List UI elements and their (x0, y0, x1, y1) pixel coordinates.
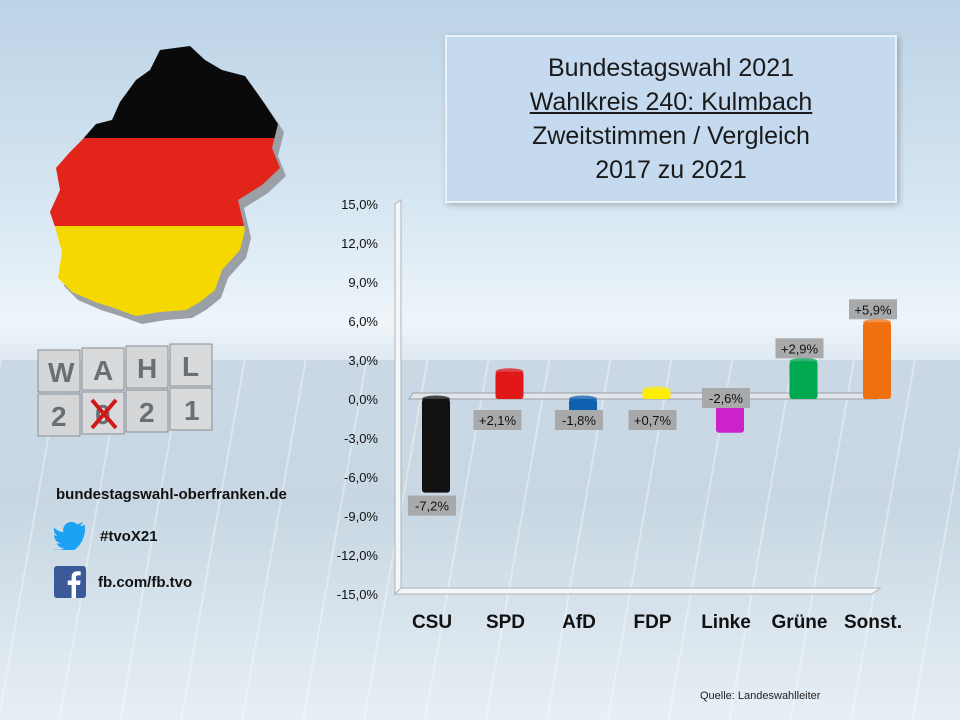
x-category-label: SPD (486, 612, 525, 633)
wahl-letter: H (137, 353, 157, 384)
data-label: +2,1% (479, 413, 517, 428)
bar-cap (495, 368, 524, 376)
twitter-row[interactable]: #tvoX21 (54, 522, 158, 550)
germany-map-icon (50, 46, 286, 324)
facebook-handle: fb.com/fb.tvo (98, 573, 193, 591)
chart-floor (393, 587, 882, 595)
wahl-letter: W (48, 357, 75, 388)
bar-cap (422, 395, 450, 403)
bar-cap (789, 357, 818, 365)
data-label-box (555, 410, 603, 430)
x-category-label: Grüne (772, 612, 828, 633)
data-label-box (473, 410, 522, 430)
data-label-box (628, 410, 677, 430)
wahl-digit: 2 (51, 401, 67, 432)
wahl-letter: A (93, 355, 113, 386)
y-tick-label: 0,0% (348, 392, 378, 407)
y-tick-label: 15,0% (341, 197, 378, 212)
facebook-icon (54, 566, 86, 598)
source-note: Quelle: Landeswahlleiter (700, 690, 821, 702)
bar-cap (569, 395, 597, 403)
x-category-label: Sonst. (844, 612, 902, 633)
wahl-digit: 1 (184, 395, 200, 426)
chart-side-wall (394, 199, 402, 596)
data-label-box (775, 338, 824, 359)
title-box: Bundestagswahl 2021 Wahlkreis 240: Kulmb… (445, 35, 897, 203)
wahl-letter: L (182, 351, 199, 382)
data-label: +0,7% (634, 413, 672, 428)
twitter-icon (54, 522, 86, 550)
data-label: -7,2% (415, 499, 449, 514)
y-tick-label: 12,0% (341, 236, 378, 251)
y-tick-label: -3,0% (344, 431, 378, 446)
bar-cap (642, 386, 671, 394)
twitter-handle: #tvoX21 (100, 527, 158, 545)
y-tick-label: -9,0% (344, 509, 378, 524)
website-link[interactable]: bundestagswahl-oberfranken.de (56, 486, 287, 503)
y-tick-label: 9,0% (348, 275, 378, 290)
x-category-label: FDP (634, 612, 672, 633)
facebook-row[interactable]: fb.com/fb.tvo (54, 566, 192, 598)
title-line: Zweitstimmen / Vergleich (532, 122, 810, 150)
y-tick-label: -12,0% (337, 548, 379, 563)
bar-spd (495, 371, 524, 399)
ballot-cross-icon (90, 398, 118, 430)
x-category-label: AfD (562, 612, 596, 633)
data-label: -1,8% (562, 413, 596, 428)
data-label: +5,9% (854, 302, 892, 317)
title-line: 2017 zu 2021 (595, 156, 747, 184)
data-label: +2,9% (781, 341, 819, 356)
data-label-box (408, 495, 456, 516)
y-tick-label: 3,0% (348, 353, 378, 368)
data-label-box (849, 299, 897, 320)
y-tick-label: -6,0% (344, 470, 378, 485)
data-label-box (702, 388, 750, 408)
bar-csu (422, 399, 450, 493)
title-line: Wahlkreis 240: Kulmbach (529, 88, 813, 116)
data-label: -2,6% (709, 391, 743, 406)
title-line: Bundestagswahl 2021 (547, 54, 795, 82)
wahl-digit: 2 (139, 397, 155, 428)
bar-sonst (863, 322, 891, 399)
y-tick-label: 6,0% (348, 314, 378, 329)
bar-grüne (789, 361, 818, 399)
y-tick-label: -15,0% (337, 587, 379, 602)
x-category-label: CSU (412, 612, 452, 633)
x-category-label: Linke (701, 612, 751, 633)
bar-cap (863, 318, 891, 326)
wahl-2021-logo: W A H L 2 0 2 1 (37, 343, 213, 437)
